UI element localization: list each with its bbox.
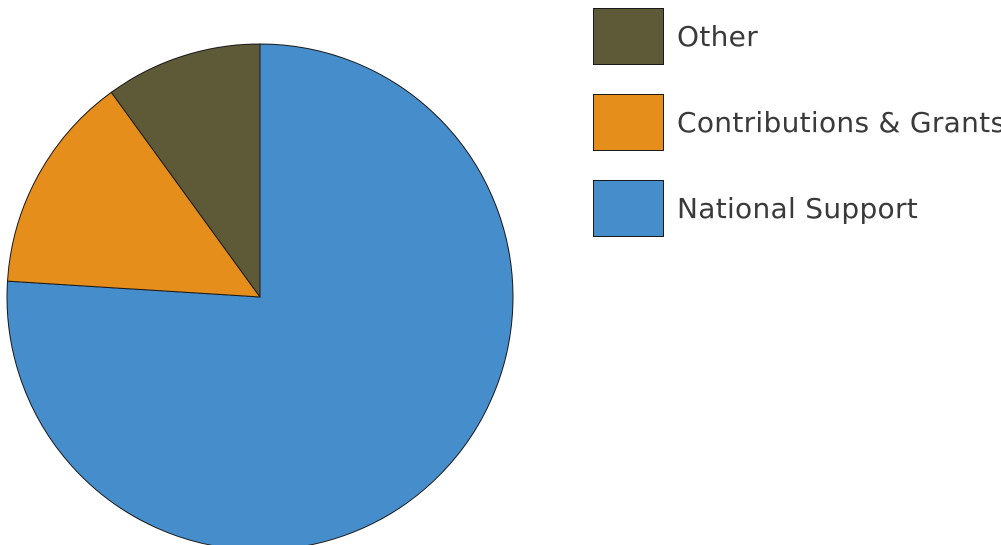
pie-slice-other (110, 43, 261, 298)
legend-item-national-support: National Support (593, 180, 1001, 238)
legend-label-other: Other (677, 20, 759, 53)
pie-slice-national-support (6, 43, 514, 545)
legend-item-contributions-grants: Contributions & Grants (593, 94, 1001, 152)
legend-label-contributions-grants: Contributions & Grants (677, 106, 1001, 139)
legend-label-national-support: National Support (677, 192, 919, 225)
pie-slice-contributions-grants (7, 91, 261, 298)
legend-swatch-other (593, 8, 664, 65)
pie-chart (6, 43, 514, 545)
legend-swatch-national-support (593, 180, 664, 237)
legend-swatch-contributions-grants (593, 94, 664, 151)
legend-item-other: Other (593, 8, 1001, 66)
legend: Other Contributions & Grants National Su… (593, 8, 1001, 266)
